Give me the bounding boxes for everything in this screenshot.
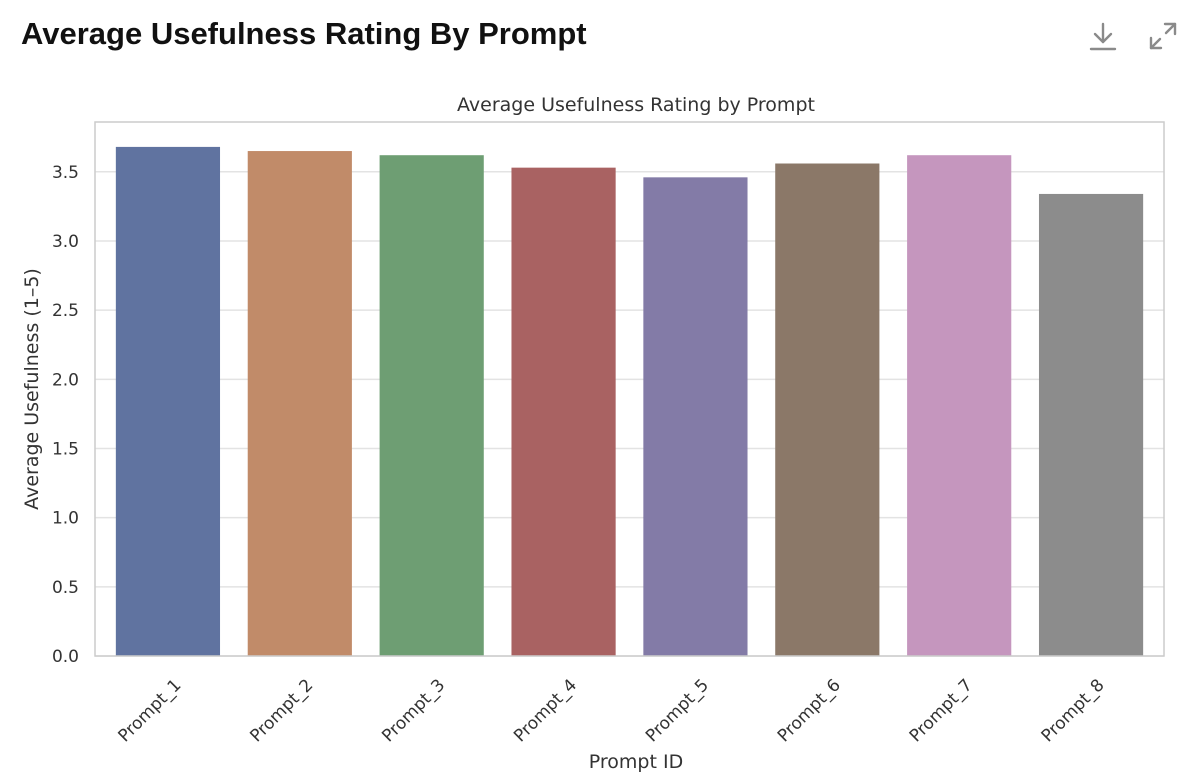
plot-frame — [94, 121, 1165, 657]
chart-header: Average Usefulness Rating By Prompt — [0, 0, 1200, 80]
x-axis-label: Prompt ID — [589, 751, 683, 773]
bar-chart: Average Usefulness Rating by Prompt 0.00… — [21, 94, 1165, 773]
bar-prompt-4 — [511, 167, 616, 657]
y-axis-label: Average Usefulness (1–5) — [21, 268, 43, 510]
bar-prompt-8 — [1038, 193, 1144, 657]
x-tick-label: Prompt_6 — [774, 675, 845, 746]
bar-prompt-6 — [775, 163, 880, 656]
download-icon — [1089, 22, 1117, 51]
x-tick-label: Prompt_8 — [1038, 675, 1109, 746]
bars — [115, 146, 1144, 657]
x-tick-labels: Prompt_1 Prompt_2 Prompt_3 Prompt_4 Prompt_5… — [115, 675, 1109, 746]
x-tick-label: Prompt_1 — [115, 675, 186, 746]
y-tick-label: 0.5 — [52, 578, 79, 598]
x-tick-label: Prompt_5 — [642, 675, 713, 746]
bar-prompt-7 — [907, 155, 1012, 656]
bar-prompt-2 — [247, 151, 352, 656]
y-tick-label: 3.0 — [52, 232, 79, 252]
x-tick-label: Prompt_2 — [246, 675, 317, 746]
x-tick-label: Prompt_3 — [378, 675, 449, 746]
bar-prompt-5 — [643, 177, 748, 656]
y-tick-label: 2.0 — [52, 370, 79, 390]
y-tick-labels: 0.0 0.5 1.0 1.5 2.0 2.5 3.0 3.5 — [52, 163, 79, 667]
bar-prompt-1 — [115, 146, 221, 656]
y-tick-label: 1.0 — [52, 509, 79, 529]
y-tick-label: 3.5 — [52, 163, 79, 183]
y-tick-label: 1.5 — [52, 439, 79, 459]
bar-prompt-3 — [379, 155, 484, 656]
download-button[interactable] — [1085, 18, 1121, 54]
expand-button[interactable] — [1145, 18, 1181, 54]
y-tick-label: 2.5 — [52, 301, 79, 321]
y-tick-label: 0.0 — [52, 647, 79, 667]
x-tick-label: Prompt_7 — [906, 675, 977, 746]
expand-icon — [1149, 22, 1177, 50]
x-tick-label: Prompt_4 — [510, 675, 581, 746]
page-title: Average Usefulness Rating By Prompt — [21, 16, 587, 51]
chart-title: Average Usefulness Rating by Prompt — [457, 94, 815, 116]
